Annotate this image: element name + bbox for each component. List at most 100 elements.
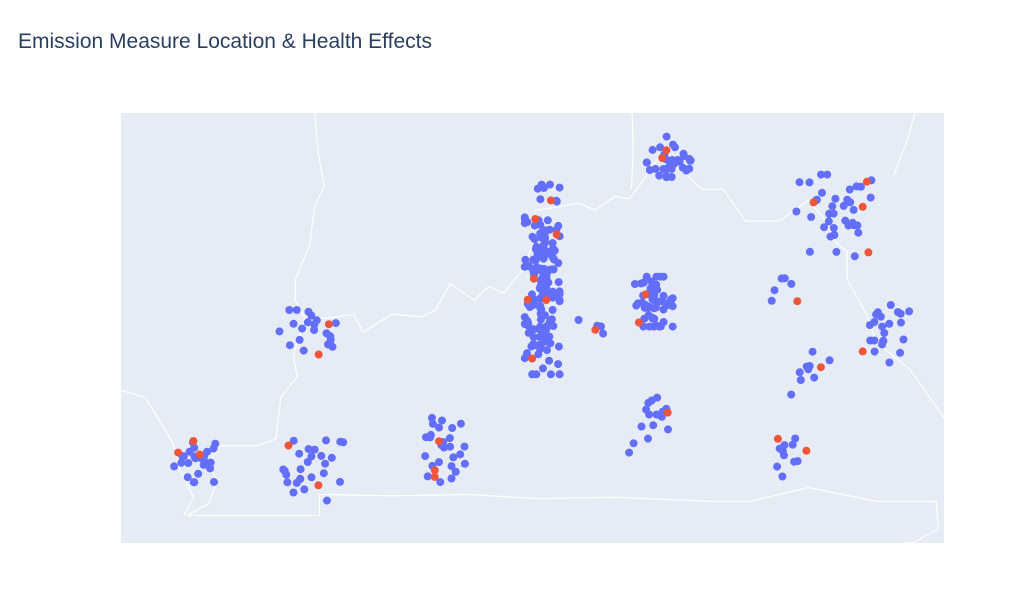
data-point[interactable] (296, 474, 305, 483)
data-point[interactable] (331, 319, 340, 328)
data-point[interactable] (532, 370, 541, 379)
data-point[interactable] (897, 318, 905, 327)
data-point[interactable] (878, 340, 887, 349)
data-point[interactable] (275, 327, 284, 336)
data-point[interactable] (655, 171, 664, 180)
data-point[interactable] (856, 182, 865, 191)
data-point[interactable] (808, 347, 817, 356)
data-point[interactable] (788, 440, 797, 449)
highlight-point[interactable] (523, 295, 532, 304)
data-point[interactable] (200, 457, 209, 465)
highlight-point[interactable] (430, 472, 439, 481)
data-point[interactable] (787, 279, 796, 288)
highlight-point[interactable] (591, 325, 600, 334)
data-point[interactable] (667, 173, 676, 181)
data-point[interactable] (328, 342, 337, 351)
data-point[interactable] (423, 472, 432, 481)
data-point[interactable] (843, 195, 852, 204)
data-point[interactable] (538, 274, 547, 283)
data-point[interactable] (775, 444, 784, 453)
data-point[interactable] (899, 335, 908, 344)
highlight-point[interactable] (662, 146, 671, 155)
highlight-point[interactable] (284, 441, 293, 450)
data-point[interactable] (574, 316, 583, 324)
data-point[interactable] (530, 235, 539, 244)
data-point[interactable] (642, 158, 651, 167)
data-point[interactable] (203, 447, 212, 456)
data-point[interactable] (791, 434, 800, 443)
data-point[interactable] (599, 329, 608, 338)
data-point[interactable] (283, 478, 292, 487)
data-point[interactable] (548, 287, 557, 296)
data-point[interactable] (647, 313, 656, 322)
data-point[interactable] (640, 303, 649, 312)
data-point[interactable] (428, 413, 436, 422)
data-point[interactable] (866, 193, 875, 202)
data-point[interactable] (528, 290, 536, 299)
data-point[interactable] (322, 436, 330, 445)
data-point[interactable] (310, 445, 319, 454)
data-point[interactable] (554, 360, 563, 369)
data-point[interactable] (849, 205, 858, 214)
data-point[interactable] (303, 458, 312, 466)
data-point[interactable] (539, 285, 548, 294)
data-point[interactable] (445, 434, 454, 443)
data-point[interactable] (421, 452, 430, 461)
data-point[interactable] (828, 202, 837, 211)
highlight-point[interactable] (658, 154, 667, 162)
highlight-point[interactable] (858, 202, 867, 211)
data-point[interactable] (896, 348, 905, 357)
data-point[interactable] (644, 434, 652, 443)
data-point[interactable] (548, 239, 557, 247)
data-point[interactable] (438, 416, 446, 425)
highlight-point[interactable] (324, 320, 333, 329)
data-point[interactable] (555, 290, 564, 298)
data-point[interactable] (792, 207, 801, 216)
data-point[interactable] (554, 278, 563, 287)
data-point[interactable] (805, 247, 814, 256)
data-point[interactable] (778, 472, 787, 481)
data-point[interactable] (295, 449, 304, 458)
data-point[interactable] (449, 453, 458, 462)
highlight-point[interactable] (802, 446, 811, 455)
data-point[interactable] (824, 217, 833, 226)
data-point[interactable] (659, 291, 668, 300)
data-point[interactable] (659, 305, 668, 314)
data-point[interactable] (820, 223, 829, 232)
data-point[interactable] (886, 301, 895, 309)
data-point[interactable] (668, 302, 677, 311)
data-point[interactable] (534, 350, 543, 359)
highlight-point[interactable] (552, 230, 561, 239)
data-point[interactable] (448, 424, 457, 432)
data-point[interactable] (446, 442, 455, 451)
data-point[interactable] (543, 216, 552, 225)
data-point[interactable] (796, 376, 805, 384)
data-point[interactable] (645, 410, 654, 419)
data-point[interactable] (451, 467, 460, 476)
data-point[interactable] (777, 274, 786, 283)
data-point[interactable] (780, 451, 788, 460)
data-point[interactable] (189, 478, 198, 487)
highlight-point[interactable] (542, 296, 551, 305)
data-point[interactable] (539, 184, 548, 192)
highlight-point[interactable] (531, 215, 540, 223)
data-point[interactable] (206, 458, 215, 467)
data-point[interactable] (531, 266, 540, 275)
data-point[interactable] (664, 425, 672, 434)
data-point[interactable] (648, 145, 657, 154)
data-point[interactable] (866, 336, 875, 345)
data-point[interactable] (533, 249, 542, 258)
data-point[interactable] (285, 306, 294, 314)
data-point[interactable] (327, 453, 336, 462)
data-point[interactable] (655, 322, 664, 331)
data-point[interactable] (299, 346, 308, 355)
data-point[interactable] (793, 457, 802, 466)
highlight-point[interactable] (435, 437, 443, 446)
data-point[interactable] (292, 306, 301, 314)
highlight-point[interactable] (189, 437, 198, 445)
highlight-point[interactable] (858, 347, 867, 356)
data-point[interactable] (637, 279, 646, 288)
data-point[interactable] (555, 183, 564, 192)
data-point[interactable] (905, 307, 914, 316)
data-point[interactable] (460, 459, 469, 468)
